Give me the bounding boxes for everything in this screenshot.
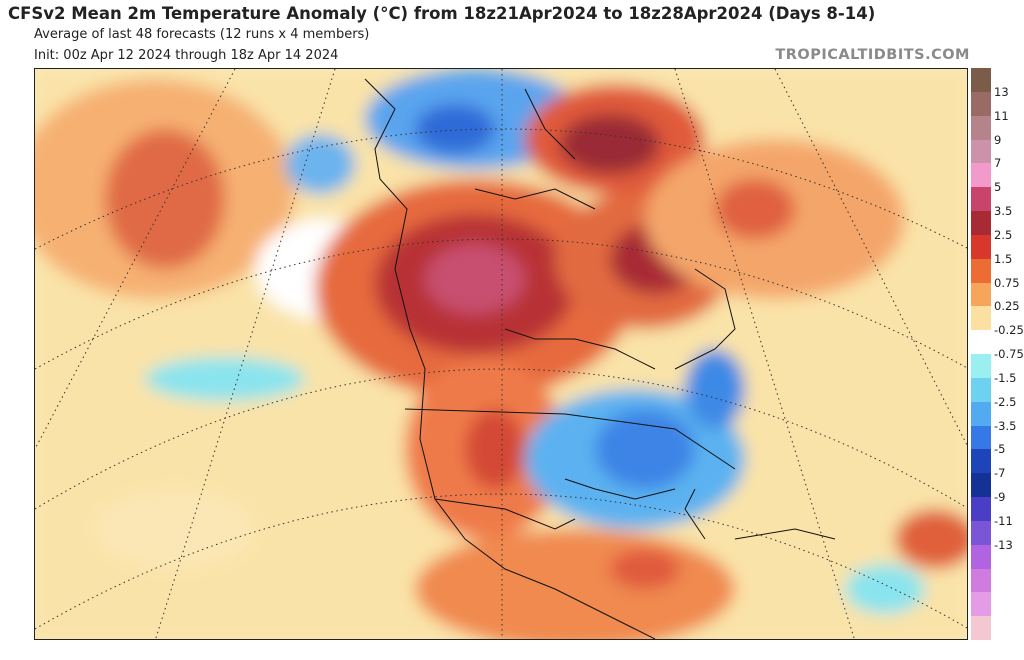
colorbar-tick-label: 11: [994, 108, 1009, 123]
colorbar-segment: [971, 187, 991, 212]
colorbar-segment: [971, 139, 991, 164]
colorbar-tick-label: -3.5: [994, 418, 1017, 433]
temperature-anomaly-map: [34, 68, 968, 640]
brand-watermark: TROPICALTIDBITS.COM: [775, 47, 970, 63]
colorbar-tick-label: -7: [994, 466, 1006, 481]
colorbar-segment: [971, 91, 991, 117]
colorbar-segment: [971, 449, 991, 474]
colorbar-segment: [971, 330, 991, 355]
colorbar-segment: [971, 616, 991, 641]
colorbar-tick-label: -0.25: [994, 323, 1024, 338]
colorbar-segment: [971, 568, 991, 593]
colorbar-segment: [971, 258, 991, 283]
colorbar-segment: [971, 425, 991, 450]
anomaly-field: [35, 69, 967, 639]
colorbar-tick-label: 13: [994, 84, 1009, 99]
chart-title: CFSv2 Mean 2m Temperature Anomaly (°C) f…: [8, 4, 876, 23]
colorbar-tick-label: -2.5: [994, 394, 1017, 409]
colorbar-tick-label: -13: [994, 537, 1013, 552]
colorbar-segment: [971, 473, 991, 498]
colorbar-segment: [971, 520, 991, 546]
colorbar-tick-label: 0.75: [994, 275, 1020, 290]
init-time-label: Init: 00z Apr 12 2024 through 18z Apr 14…: [34, 48, 339, 63]
colorbar-tick-label: 2.5: [994, 227, 1013, 242]
colorbar-segment: [971, 306, 991, 331]
colorbar-segment: [971, 497, 991, 522]
colorbar-segment: [971, 592, 991, 617]
map-border-lines: [364, 78, 836, 639]
colorbar-segment: [971, 211, 991, 236]
colorbar-tick-label: -1.5: [994, 370, 1017, 385]
colorbar-segment: [971, 68, 991, 93]
colorbar-segment: [971, 354, 991, 379]
colorbar-segment: [971, 234, 991, 260]
colorbar-tick-label: 1.5: [994, 251, 1013, 266]
colorbar-tick-label: -9: [994, 490, 1006, 504]
colorbar-segment: [971, 377, 991, 403]
colorbar-tick-label: 7: [994, 156, 1002, 171]
colorbar-segment: [971, 282, 991, 307]
colorbar-segment: [971, 163, 991, 188]
chart-subtitle: Average of last 48 forecasts (12 runs x …: [34, 27, 370, 42]
colorbar-tick-label: -0.75: [994, 347, 1024, 361]
colorbar-tick-label: -5: [994, 442, 1006, 457]
graticule-lines: [35, 69, 967, 639]
colorbar-tick-label: 3.5: [994, 204, 1013, 218]
colorbar-segment: [971, 115, 991, 140]
colorbar-tick-labels: 13 11 9 7 5 3.5 2.5 1.5 0.75 0.25 -0.25 -0.75 -1.5 -2…: [994, 68, 1024, 640]
colorbar-tick-label: 5: [994, 180, 1002, 195]
colorbar-tick-label: 0.25: [994, 299, 1020, 314]
colorbar-segment: [971, 401, 991, 426]
colorbar-tick-label: -11: [994, 513, 1013, 528]
colorbar: [971, 68, 991, 641]
colorbar-tick-label: 9: [994, 132, 1002, 147]
colorbar-segment: [971, 544, 991, 569]
